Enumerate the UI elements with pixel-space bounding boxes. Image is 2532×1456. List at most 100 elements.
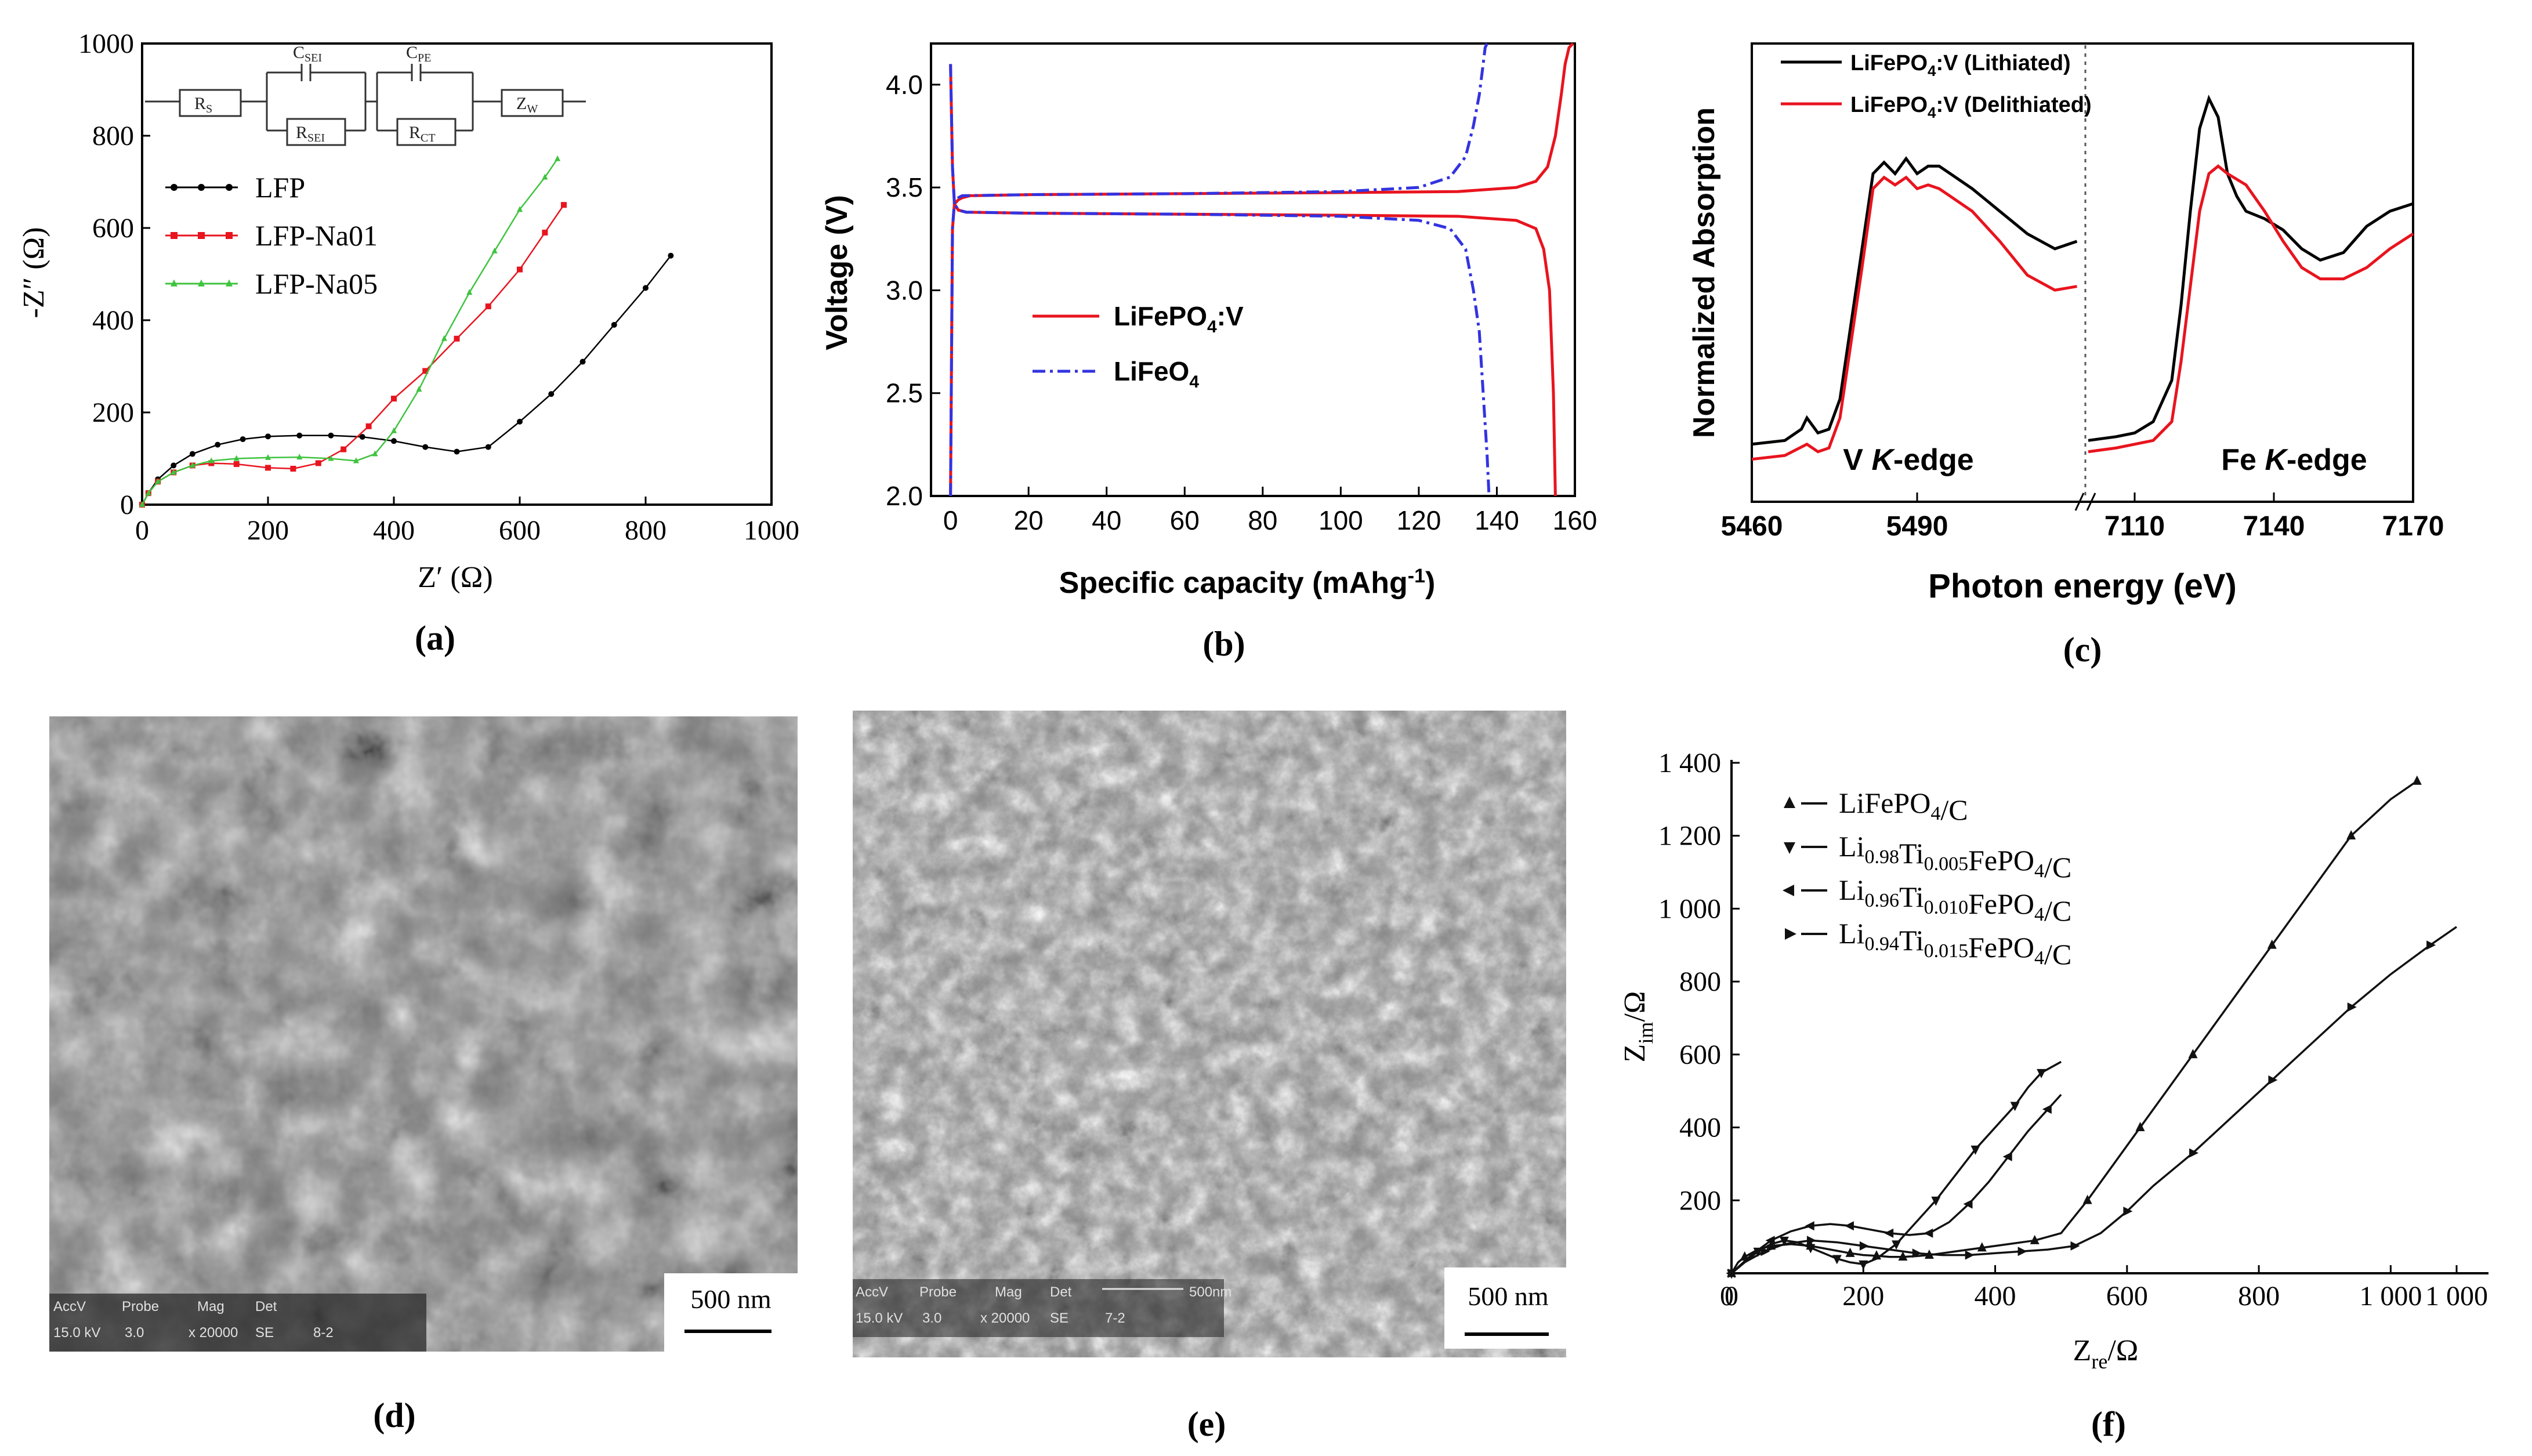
sem-d-val-mag: x 20000	[189, 1325, 238, 1341]
data-point	[2017, 1247, 2027, 1256]
y-tick-label: 1 000	[1658, 893, 1721, 924]
data-point	[1892, 1240, 1901, 1250]
panel-a-ylabel: -Z″ (Ω)	[17, 227, 50, 318]
data-point	[171, 469, 177, 475]
panel-d-label: (d)	[373, 1396, 415, 1435]
data-point	[1832, 1255, 1842, 1265]
panel-d: AccV Probe Mag Det 15.0 kV 3.0 x 20000 S…	[49, 716, 798, 1435]
data-point	[441, 335, 447, 341]
series-line	[949, 42, 1488, 497]
x-tick-label: 40	[1092, 505, 1121, 535]
data-point	[560, 202, 567, 208]
data-point	[466, 289, 473, 295]
panel-a-xlabel: Z′ (Ω)	[418, 561, 492, 594]
data-point	[139, 501, 145, 507]
data-point	[643, 285, 649, 291]
axis-break-mark	[2074, 492, 2096, 511]
legend-marker	[171, 232, 178, 239]
series-line	[1730, 926, 2457, 1274]
sem-d-head-det: Det	[255, 1299, 277, 1314]
data-point	[548, 391, 555, 397]
y-tick-label: 2.5	[886, 378, 923, 408]
legend-label: Li0.96Ti0.010FePO4/C	[1839, 874, 2071, 927]
legend-marker	[226, 184, 233, 191]
sem-e-head-det: Det	[1050, 1284, 1072, 1300]
data-point	[359, 434, 365, 440]
y-tick-label: 200	[1679, 1185, 1721, 1216]
data-point	[1970, 1145, 1980, 1155]
sem-d-head-probe: Probe	[122, 1299, 159, 1314]
data-point	[265, 465, 271, 471]
data-point	[391, 438, 397, 444]
sem-e-val-det: SE	[1050, 1310, 1068, 1326]
data-point	[1977, 1242, 1987, 1252]
sem-d-val-accv: 15.0 kV	[53, 1325, 100, 1341]
data-point	[1884, 1228, 1894, 1238]
series-line-LFP-Na05	[141, 158, 559, 505]
y-tick-label: 600	[92, 213, 134, 244]
series-line	[1730, 1060, 2062, 1274]
sem-e-info: AccV Probe Mag Det 15.0 kV 3.0 x 20000 S…	[856, 1284, 1231, 1326]
data-point	[240, 436, 246, 443]
panel-a-series	[139, 155, 674, 508]
y-tick-label: 1 400	[1658, 748, 1721, 778]
x-tick-label: 0	[135, 515, 149, 546]
data-point	[265, 433, 271, 440]
legend-marker	[198, 279, 205, 287]
circuit-label-cpe: CPE	[406, 43, 431, 64]
data-point	[2426, 940, 2436, 950]
circuit-labels: RS CSEI RSEI CPE RCT ZW	[194, 43, 538, 144]
x-tick-label: 7140	[2243, 511, 2305, 542]
y-tick-label: 0	[120, 490, 134, 520]
data-point	[1844, 1221, 1854, 1231]
sem-d-info-bar	[49, 1294, 426, 1352]
equivalent-circuit-inset	[145, 64, 586, 146]
legend-label: LiFeO4	[1114, 356, 1199, 392]
x-tick-label: 1 000	[2359, 1281, 2422, 1312]
data-point	[485, 303, 491, 310]
panel-c-xlabel: Photon energy (eV)	[1928, 567, 2237, 605]
legend-label: LFP-Na05	[255, 267, 378, 300]
data-point	[2030, 1234, 2040, 1244]
data-point	[1859, 1241, 1869, 1251]
x-tick-label: 200	[1842, 1281, 1884, 1312]
data-point	[2082, 1194, 2092, 1204]
panel-f-ylabel: Zim/Ω	[1618, 991, 1657, 1063]
x-tick-label: 5490	[1886, 511, 1948, 542]
data-point	[517, 266, 523, 273]
panel-c-label: (c)	[2063, 631, 2102, 669]
data-point	[542, 173, 548, 180]
legend-label: LiFePO4/C	[1839, 787, 1968, 826]
data-point	[1912, 1248, 1922, 1258]
sem-d-scalebar-text: 500 nm	[690, 1284, 771, 1314]
x-tick-label: 120	[1397, 505, 1441, 535]
data-point	[296, 454, 303, 460]
data-point	[189, 451, 195, 457]
y-tick-label: 1000	[78, 28, 134, 59]
panel-a-label: (a)	[415, 619, 455, 657]
sem-d-val-probe: 3.0	[125, 1325, 144, 1341]
data-point	[2268, 1075, 2278, 1085]
x-tick-label: 20	[1014, 505, 1044, 535]
sem-e-val-mag: x 20000	[980, 1310, 1030, 1326]
legend-label: Li0.98Ti0.005FePO4/C	[1839, 830, 2071, 883]
y-tick-label: 800	[1679, 966, 1721, 997]
circuit-label-zw: ZW	[516, 94, 538, 115]
x-tick-label: 0	[943, 505, 958, 535]
data-point	[2070, 1241, 2080, 1251]
sem-d-head-mag: Mag	[197, 1299, 224, 1314]
legend-label: LiFePO4:V (Delithiated)	[1850, 93, 2092, 121]
panel-f-label: (f)	[2091, 1405, 2126, 1443]
panel-f-legend: LiFePO4/C Li0.98Ti0.005FePO4/CLi0.96Ti0.0…	[1783, 787, 2071, 970]
data-point	[416, 386, 422, 392]
data-point	[2042, 1104, 2052, 1114]
data-point	[454, 335, 460, 342]
sem-e-val-accv: 15.0 kV	[856, 1310, 903, 1326]
data-point	[1845, 1247, 1855, 1257]
data-point	[422, 368, 429, 374]
data-point	[1805, 1221, 1814, 1231]
data-point	[208, 457, 215, 463]
legend-marker	[198, 232, 205, 239]
data-point	[189, 462, 195, 468]
